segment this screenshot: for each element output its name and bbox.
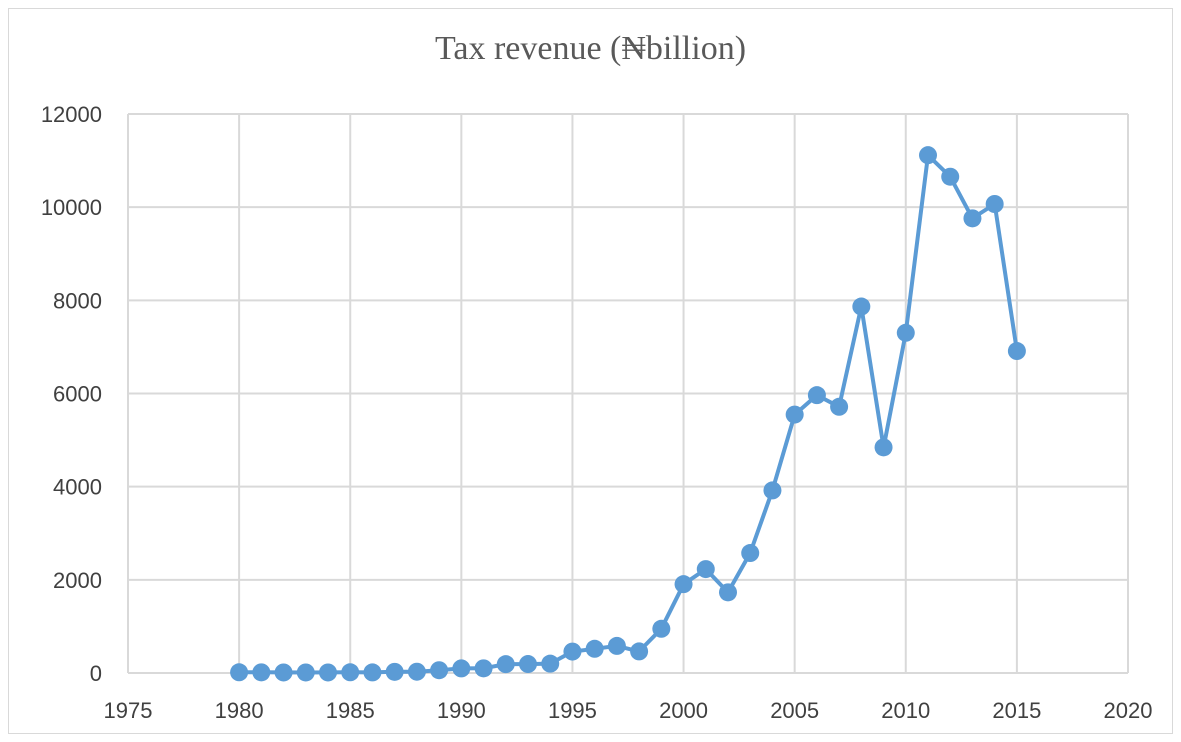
y-tick-labels: 0 2000 4000 6000 8000 10000 12000	[41, 102, 102, 686]
data-point	[630, 642, 649, 661]
y-tick-label: 12000	[41, 102, 102, 127]
y-tick-label: 4000	[53, 475, 102, 500]
x-tick-label: 1990	[437, 698, 486, 723]
data-point	[963, 209, 982, 228]
data-point	[363, 663, 382, 682]
y-tick-label: 6000	[53, 382, 102, 407]
data-point	[1007, 342, 1026, 361]
data-point	[230, 663, 249, 682]
x-tick-label: 1980	[215, 698, 264, 723]
data-point	[852, 297, 871, 316]
y-tick-label: 8000	[53, 288, 102, 313]
data-point	[763, 481, 782, 500]
y-tick-label: 0	[90, 661, 102, 686]
grid	[127, 113, 1129, 674]
data-point	[719, 583, 737, 602]
data-point	[807, 386, 826, 405]
data-point	[919, 146, 937, 165]
data-point	[830, 397, 849, 416]
x-tick-label: 1995	[548, 698, 597, 723]
data-point	[696, 560, 715, 579]
data-point	[674, 575, 693, 594]
data-point	[452, 659, 471, 678]
data-point	[496, 655, 515, 674]
x-tick-label: 2005	[770, 698, 819, 723]
data-point	[541, 654, 560, 673]
data-point	[652, 619, 671, 638]
y-tick-label: 2000	[53, 568, 102, 593]
x-tick-label: 1975	[104, 698, 153, 723]
data-point	[474, 659, 493, 678]
x-tick-label: 2020	[1104, 698, 1153, 723]
data-point	[607, 636, 626, 655]
data-point	[252, 663, 271, 682]
data-point	[785, 405, 804, 424]
data-point	[430, 661, 449, 680]
data-point	[741, 544, 760, 563]
x-tick-labels: 1975 1980 1985 1990 1995 2000 2005 2010 2015 2020	[104, 698, 1153, 723]
data-point	[296, 663, 315, 682]
chart-frame	[8, 8, 1173, 734]
data-point	[274, 663, 293, 682]
data-point	[563, 642, 582, 661]
data-point	[319, 663, 337, 682]
data-point	[385, 662, 404, 681]
x-tick-label: 2000	[659, 698, 708, 723]
data-point	[985, 194, 1004, 213]
data-point	[874, 438, 893, 457]
chart-title: Tax revenue (₦billion)	[434, 30, 747, 67]
data-point	[585, 639, 604, 658]
data-point	[941, 167, 960, 186]
y-tick-label: 10000	[41, 195, 102, 220]
x-tick-label: 2010	[881, 698, 930, 723]
data-point	[519, 655, 537, 674]
series-group	[230, 146, 1026, 682]
data-point	[896, 323, 915, 342]
series-line	[239, 153, 1019, 675]
x-tick-label: 2015	[992, 698, 1041, 723]
x-tick-label: 1985	[326, 698, 375, 723]
data-point	[341, 663, 360, 682]
data-point	[407, 662, 426, 681]
